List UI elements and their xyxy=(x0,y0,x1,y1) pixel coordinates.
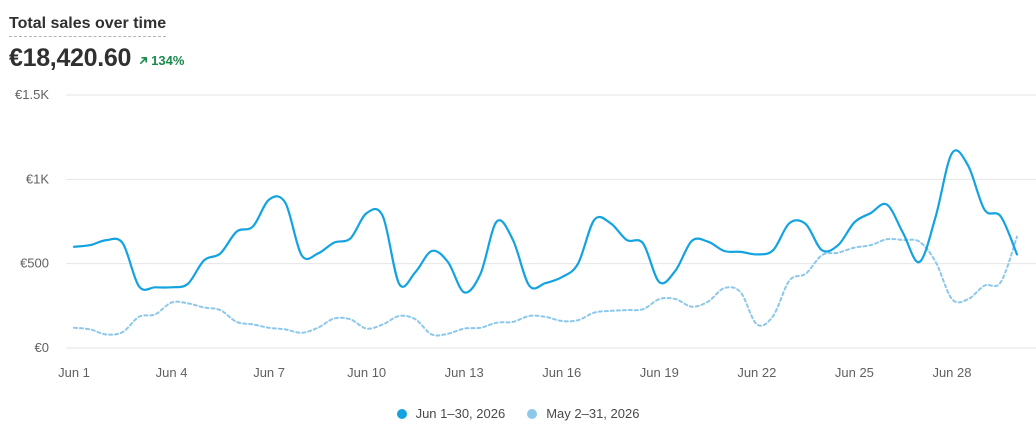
legend-item-previous[interactable]: May 2–31, 2026 xyxy=(527,406,639,421)
legend-label-current: Jun 1–30, 2026 xyxy=(415,406,506,421)
y-tick-label: €0 xyxy=(35,340,49,355)
chart-title[interactable]: Total sales over time xyxy=(9,14,167,37)
x-tick-label: Jun 13 xyxy=(445,365,484,380)
sales-line-chart[interactable]: €0 €500 €1K €1.5K Jun 1 Jun 4 Jun 7 Jun 10 Jun 1… xyxy=(0,0,1036,400)
x-tick-label: Jun 28 xyxy=(932,365,971,380)
y-tick-label: €1.5K xyxy=(15,87,49,102)
y-tick-label: €500 xyxy=(20,256,49,271)
series-line-previous xyxy=(73,235,1018,337)
change-badge: 134% xyxy=(139,53,184,68)
x-tick-label: Jun 25 xyxy=(835,365,874,380)
total-sales-value: €18,420.60 xyxy=(9,44,132,72)
x-tick-label: Jun 7 xyxy=(253,365,285,380)
x-tick-label: Jun 19 xyxy=(640,365,679,380)
chart-legend: Jun 1–30, 2026 May 2–31, 2026 xyxy=(0,406,1036,421)
y-tick-label: €1K xyxy=(26,171,49,186)
legend-dot-current xyxy=(396,408,407,419)
legend-dot-previous xyxy=(527,408,538,419)
x-tick-label: Jun 10 xyxy=(347,365,386,380)
arrow-up-right-icon xyxy=(140,56,148,64)
x-tick-label: Jun 22 xyxy=(737,365,776,380)
x-tick-label: Jun 1 xyxy=(58,365,90,380)
change-percent: 134% xyxy=(151,52,185,68)
legend-label-previous: May 2–31, 2026 xyxy=(546,406,640,421)
x-tick-label: Jun 4 xyxy=(156,365,188,380)
legend-item-current[interactable]: Jun 1–30, 2026 xyxy=(396,406,506,421)
series-line-current xyxy=(72,149,1019,294)
x-tick-label: Jun 16 xyxy=(542,365,581,380)
total-summary: €18,420.60 134% xyxy=(9,44,184,73)
